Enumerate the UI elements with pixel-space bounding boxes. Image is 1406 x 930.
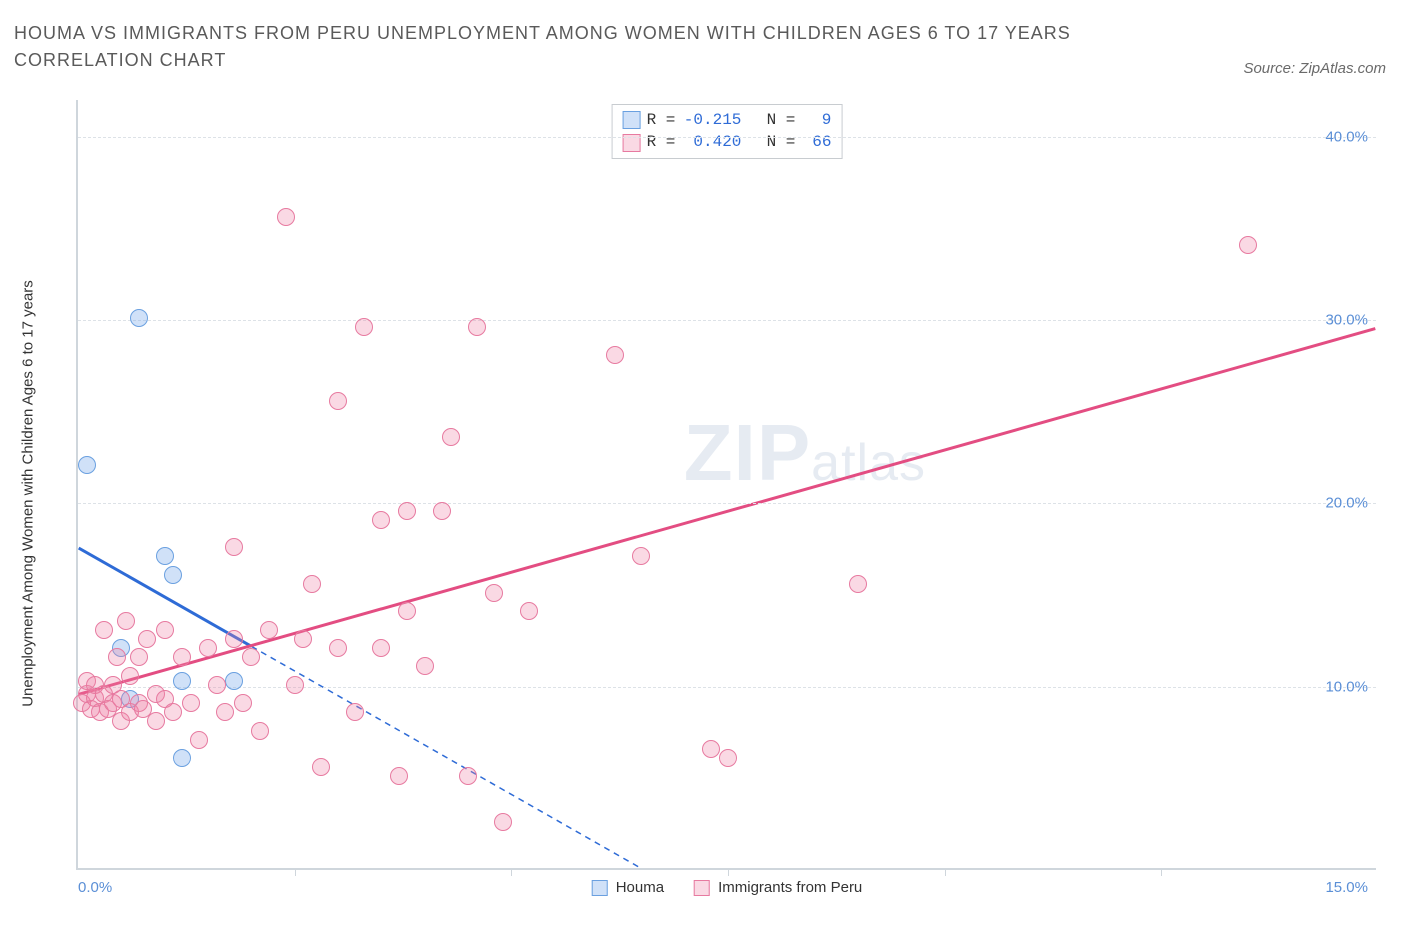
x-tick — [295, 868, 296, 876]
data-point — [494, 813, 512, 831]
data-point — [329, 639, 347, 657]
stats-row: R =0.420 N = 66 — [623, 131, 832, 153]
y-tick-label: 30.0% — [1325, 312, 1368, 329]
bottom-legend: Houma Immigrants from Peru — [592, 879, 863, 896]
y-axis-label: Unemployment Among Women with Children A… — [20, 280, 37, 707]
chart-title: HOUMA VS IMMIGRANTS FROM PERU UNEMPLOYME… — [14, 20, 1114, 74]
y-tick-label: 20.0% — [1325, 495, 1368, 512]
data-point — [190, 731, 208, 749]
x-tick — [1161, 868, 1162, 876]
data-point — [372, 639, 390, 657]
data-point — [416, 657, 434, 675]
gridline — [78, 137, 1376, 138]
data-point — [173, 749, 191, 767]
legend-item: Houma — [592, 879, 664, 896]
data-point — [164, 703, 182, 721]
legend-label: Houma — [616, 879, 664, 896]
data-point — [329, 392, 347, 410]
data-point — [117, 612, 135, 630]
data-point — [398, 502, 416, 520]
gridline — [78, 503, 1376, 504]
stat-n-value: 9 — [801, 109, 831, 131]
data-point — [216, 703, 234, 721]
data-point — [294, 630, 312, 648]
data-point — [121, 667, 139, 685]
legend-swatch — [592, 880, 608, 896]
data-point — [164, 566, 182, 584]
stats-row: R =-0.215 N = 9 — [623, 109, 832, 131]
x-tick — [945, 868, 946, 876]
stat-r-value: 0.420 — [681, 131, 741, 153]
data-point — [442, 428, 460, 446]
data-point — [95, 621, 113, 639]
data-point — [468, 318, 486, 336]
data-point — [130, 648, 148, 666]
data-point — [225, 672, 243, 690]
data-point — [398, 602, 416, 620]
data-point — [390, 767, 408, 785]
legend-label: Immigrants from Peru — [718, 879, 862, 896]
stat-n-label: N = — [747, 109, 795, 131]
data-point — [251, 722, 269, 740]
data-point — [156, 621, 174, 639]
chart-source: Source: ZipAtlas.com — [1243, 60, 1386, 77]
data-point — [1239, 236, 1257, 254]
stat-r-label: R = — [647, 109, 676, 131]
data-point — [173, 672, 191, 690]
watermark: ZIPatlas — [684, 407, 926, 499]
data-point — [719, 749, 737, 767]
data-point — [286, 676, 304, 694]
stat-n-value: 66 — [801, 131, 831, 153]
data-point — [303, 575, 321, 593]
legend-swatch — [694, 880, 710, 896]
gridline — [78, 687, 1376, 688]
data-point — [277, 208, 295, 226]
y-tick-label: 40.0% — [1325, 128, 1368, 145]
x-tick — [728, 868, 729, 876]
data-point — [225, 538, 243, 556]
data-point — [199, 639, 217, 657]
gridline — [78, 320, 1376, 321]
data-point — [372, 511, 390, 529]
data-point — [312, 758, 330, 776]
data-point — [459, 767, 477, 785]
scatter-plot: ZIPatlas R =-0.215 N =9R =0.420 N =66 Ho… — [76, 100, 1376, 870]
data-point — [173, 648, 191, 666]
legend-swatch — [623, 111, 641, 129]
data-point — [632, 547, 650, 565]
data-point — [225, 630, 243, 648]
data-point — [138, 630, 156, 648]
data-point — [433, 502, 451, 520]
data-point — [130, 309, 148, 327]
data-point — [147, 712, 165, 730]
x-tick — [511, 868, 512, 876]
data-point — [108, 648, 126, 666]
data-point — [182, 694, 200, 712]
data-point — [242, 648, 260, 666]
data-point — [346, 703, 364, 721]
x-tick-label: 0.0% — [78, 879, 112, 896]
chart-area: Unemployment Among Women with Children A… — [48, 100, 1388, 870]
data-point — [606, 346, 624, 364]
data-point — [234, 694, 252, 712]
legend-item: Immigrants from Peru — [694, 879, 862, 896]
data-point — [702, 740, 720, 758]
data-point — [208, 676, 226, 694]
data-point — [156, 547, 174, 565]
stat-r-value: -0.215 — [681, 109, 741, 131]
data-point — [849, 575, 867, 593]
stats-legend: R =-0.215 N = 9 R =0.420 N = 66 — [612, 104, 843, 159]
stat-n-label: N = — [747, 131, 795, 153]
data-point — [485, 584, 503, 602]
data-point — [355, 318, 373, 336]
x-tick-label: 15.0% — [1325, 879, 1368, 896]
stat-r-label: R = — [647, 131, 676, 153]
y-tick-label: 10.0% — [1325, 678, 1368, 695]
data-point — [78, 456, 96, 474]
data-point — [520, 602, 538, 620]
data-point — [260, 621, 278, 639]
